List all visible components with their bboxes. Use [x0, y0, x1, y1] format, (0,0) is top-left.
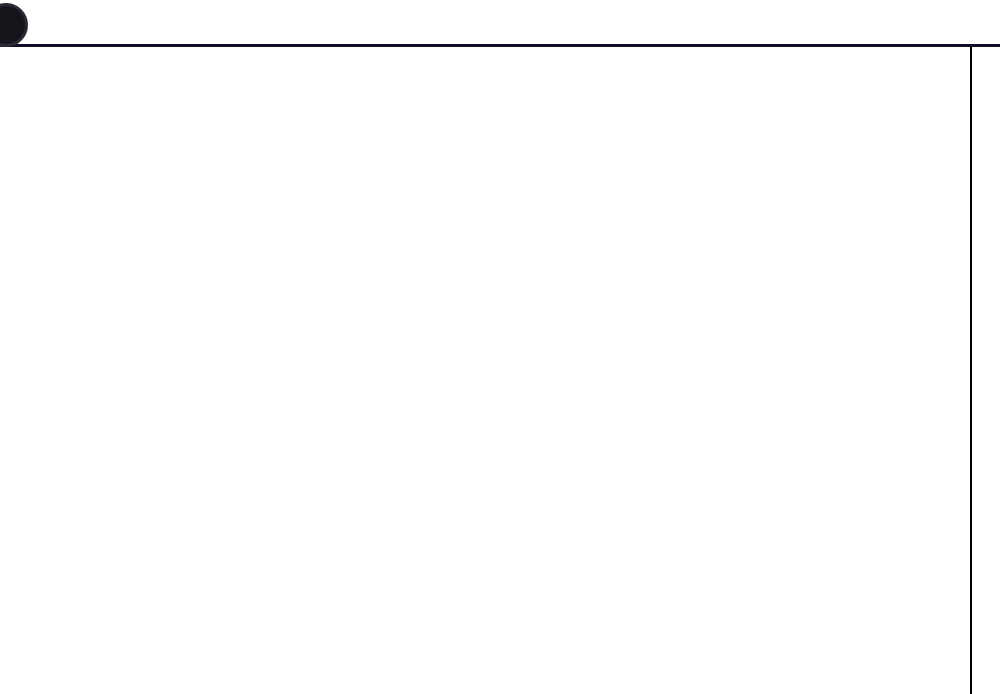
anomaly-map-canvas	[0, 47, 1000, 694]
site-logo-icon	[0, 3, 28, 47]
colorbar-legend	[970, 47, 1000, 694]
anomaly-map-svg	[0, 47, 1000, 694]
header-bar	[0, 0, 1000, 47]
